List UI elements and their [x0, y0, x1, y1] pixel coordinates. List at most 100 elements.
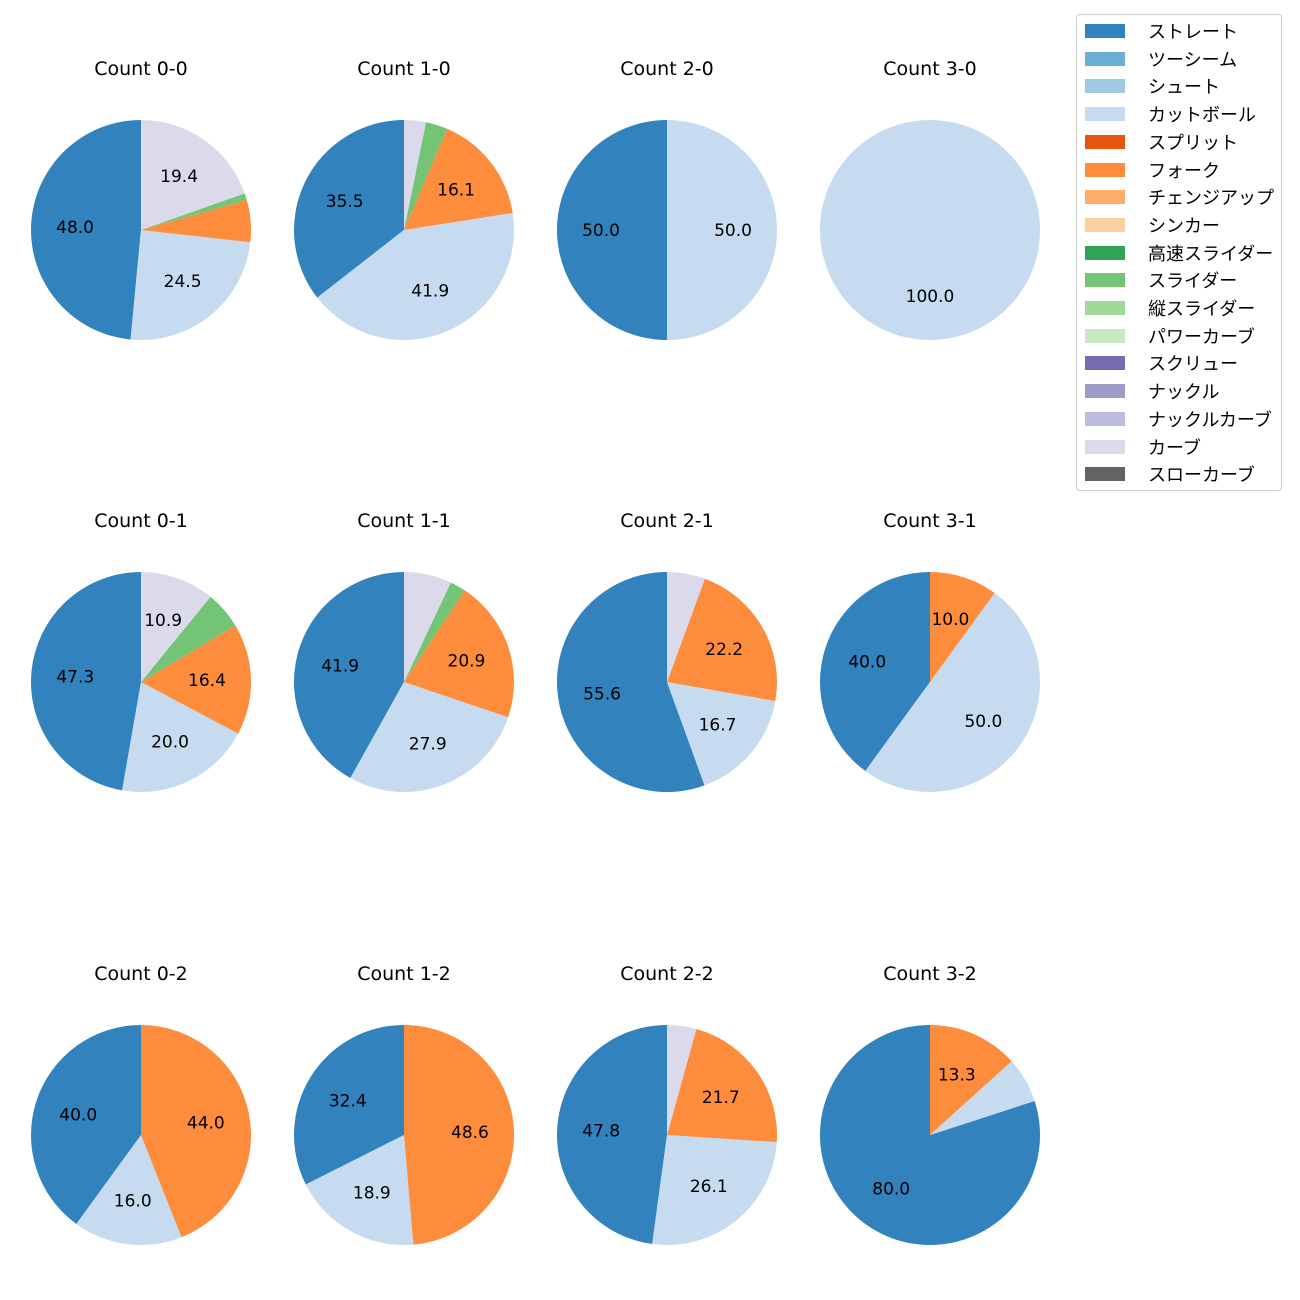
legend-swatch [1085, 51, 1125, 66]
pie-slice-4 [404, 120, 426, 230]
legend-label: スライダー [1148, 271, 1238, 293]
pie-slice-2 [404, 128, 513, 230]
legend-swatch [1085, 411, 1125, 426]
legend-swatch [1085, 356, 1125, 371]
pie-slice-0 [819, 1025, 1040, 1245]
pie-count-2-1: Count 2-1 55.6 16.7 22.2 [556, 510, 777, 792]
pie-slice-0 [31, 572, 141, 791]
pie-slice-2 [667, 1028, 777, 1143]
pie-count-3-1: Count 3-1 40.0 50.0 10.0 [819, 510, 1040, 792]
slice-label: 10.0 [931, 610, 969, 630]
pie-slice-2 [667, 578, 777, 702]
pie-slice-1 [317, 212, 514, 341]
slice-label: 20.0 [151, 732, 189, 752]
chart-title: Count 3-1 [883, 510, 977, 532]
pie-slice-0 [556, 572, 705, 792]
chart-title: Count 0-0 [94, 58, 188, 80]
pie-slice-1 [350, 682, 509, 792]
slice-label: 80.0 [872, 1179, 910, 1199]
legend-swatch [1085, 107, 1125, 122]
slice-label: 50.0 [964, 712, 1002, 732]
slice-label: 100.0 [906, 287, 955, 307]
legend-label: スローカーブ [1148, 465, 1255, 487]
legend-swatch [1085, 217, 1125, 232]
legend-label: チェンジアップ [1148, 188, 1274, 210]
legend-label: シンカー [1148, 215, 1220, 237]
pie-slice-1 [865, 593, 1040, 792]
legend-label: ストレート [1148, 22, 1238, 43]
pie-slice-0 [30, 120, 141, 340]
pie-count-1-0: Count 1-0 35.5 41.9 16.1 [294, 58, 514, 341]
slice-label: 10.9 [144, 611, 182, 631]
legend-label: パワーカーブ [1148, 326, 1255, 348]
slice-label: 44.0 [187, 1114, 225, 1134]
slice-label: 16.7 [699, 715, 737, 735]
slice-label: 40.0 [59, 1106, 97, 1126]
slice-label: 47.3 [56, 667, 94, 687]
pie-slice-0 [293, 1025, 404, 1185]
legend-item: 縦スライダー [1085, 298, 1256, 320]
slice-label: 32.4 [329, 1091, 367, 1111]
slice-label: 35.5 [326, 192, 364, 212]
chart-title: Count 2-1 [620, 510, 714, 532]
pie-slice-3 [404, 122, 448, 230]
slice-label: 18.9 [353, 1184, 391, 1204]
chart-title: Count 0-1 [94, 510, 188, 532]
pie-slice-1 [930, 1061, 1035, 1135]
legend-swatch [1085, 190, 1125, 205]
slice-label: 26.1 [690, 1177, 728, 1197]
slice-label: 13.3 [938, 1066, 976, 1086]
legend-item: スローカーブ [1085, 464, 1255, 487]
pie-slice-0 [820, 120, 1040, 340]
legend-item: スライダー [1085, 270, 1238, 293]
legend-item: ストレート [1085, 21, 1238, 43]
legend-label: 縦スライダー [1148, 299, 1256, 320]
slice-label: 40.0 [848, 653, 886, 673]
chart-title: Count 2-0 [620, 58, 714, 80]
legend-label: ナックル [1148, 382, 1220, 404]
pie-count-0-1: Count 0-1 47.3 20.0 16.4 10.9 [31, 510, 252, 793]
slice-label: 22.2 [705, 640, 743, 660]
slice-label: 27.9 [409, 735, 447, 755]
pie-slice-1 [122, 682, 239, 793]
legend-label: ナックルカーブ [1148, 409, 1272, 431]
legend-label: 高速スライダー [1148, 243, 1274, 265]
chart-title: Count 1-2 [357, 963, 451, 985]
pie-slice-2 [930, 572, 995, 682]
legend-item: フォーク [1085, 160, 1220, 182]
slice-label: 55.6 [583, 684, 621, 704]
slice-label: 48.6 [451, 1123, 489, 1143]
slice-label: 47.8 [582, 1122, 620, 1142]
slice-label: 16.1 [437, 180, 475, 200]
pie-slice-4 [141, 572, 211, 682]
legend-item: カットボール [1085, 104, 1256, 127]
legend-swatch [1085, 467, 1125, 482]
pie-count-1-2: Count 1-2 32.4 18.9 48.6 [293, 963, 514, 1245]
pie-count-2-0: Count 2-0 50.0 50.0 [557, 58, 777, 340]
pie-slice-1 [667, 682, 776, 786]
pie-slice-3 [404, 582, 465, 682]
legend-swatch [1085, 24, 1125, 38]
legend-swatch [1085, 384, 1125, 399]
chart-title: Count 0-2 [94, 963, 188, 985]
pie-slice-1 [652, 1135, 777, 1245]
legend-label: スクリュー [1148, 354, 1238, 376]
pie-slice-4 [141, 120, 245, 230]
pie-slice-0 [31, 1025, 142, 1224]
legend: ストレート ツーシーム シュート カットボール スプリット フォーク チェンジアップ シンカー… [1076, 14, 1282, 491]
legend-label: カーブ [1148, 437, 1201, 459]
legend-item: スクリュー [1085, 353, 1238, 376]
legend-swatch [1085, 162, 1125, 177]
legend-swatch [1085, 301, 1125, 315]
pie-slice-0 [557, 120, 667, 340]
pie-slice-2 [404, 1025, 514, 1245]
pie-count-2-2: Count 2-2 47.8 26.1 21.7 [557, 963, 777, 1245]
pie-slice-0 [293, 572, 404, 779]
chart-title: Count 1-1 [357, 510, 451, 532]
legend-swatch [1085, 245, 1125, 260]
slice-label: 20.9 [448, 652, 486, 672]
legend-swatch [1085, 79, 1125, 94]
slice-label: 50.0 [714, 221, 752, 241]
pie-slice-4 [404, 572, 451, 682]
legend-label: カットボール [1148, 105, 1256, 127]
